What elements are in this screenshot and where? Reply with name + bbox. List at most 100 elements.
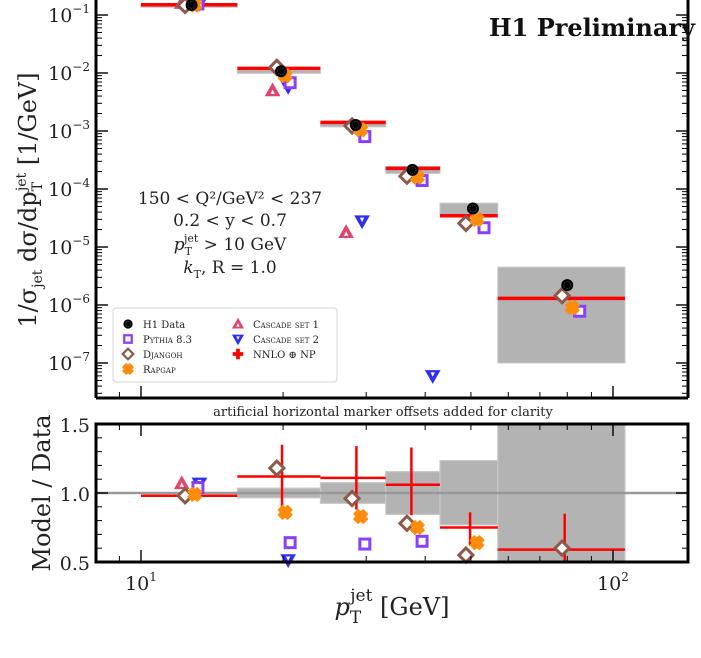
ratio-points: [173, 458, 572, 569]
y-axis-label-main: 1/σjet dσ/dpTjet [1/GeV]: [14, 72, 46, 327]
chart-title: H1 Preliminary: [489, 13, 696, 42]
x-tick-10-exp: 1: [149, 570, 157, 584]
main-ytick-base: 10: [48, 179, 72, 201]
x-tick-100-base: 10: [597, 573, 621, 595]
main-ytick-exp: −6: [72, 292, 90, 306]
ratio-cascade-set-2-point-hole: [285, 556, 291, 561]
x-tick-label-10: 101: [125, 570, 157, 595]
legend-marker-nnlo-np-v: [236, 348, 240, 360]
y-label-suffix: [1/GeV]: [14, 72, 42, 172]
syst-band-bin-6: [497, 266, 626, 364]
pythia-8-3-point: [477, 221, 491, 235]
annotation-pt-rest: > 10 GeV: [198, 235, 287, 255]
main-ytick-label: 10−3: [48, 118, 90, 143]
ratio-rapgap-point: [353, 508, 369, 524]
ratio-rapgap-point: [469, 535, 485, 551]
ratio-djangoh-point: [267, 458, 287, 478]
main-ytick-exp: −4: [72, 176, 90, 190]
ratio-djangoh-point: [456, 545, 476, 565]
main-ytick-base: 10: [48, 121, 72, 143]
main-ytick-base: 10: [48, 63, 72, 85]
legend-marker-cascade-set-2-hole: [236, 336, 240, 340]
annotation-k-sub: T: [194, 268, 202, 281]
h1-data-point-inner: [187, 1, 196, 9]
annotation-y-range: 0.2 < y < 0.7: [173, 211, 287, 231]
rapgap-point: [564, 300, 580, 316]
djangoh-point: [552, 286, 572, 305]
ratio-ytick-label: 1.0: [60, 484, 90, 506]
ratio-ytick-label: 0.5: [60, 553, 90, 575]
main-ytick-label: 10−6: [48, 292, 90, 317]
x-axis-label: pTjet [GeV]: [335, 586, 450, 628]
legend-label-h1-data: H1 Data: [143, 320, 185, 331]
cascade-set-1-point-hole: [270, 89, 275, 94]
ratio-pythia-8-3-point: [358, 537, 372, 551]
y-label-sub2: T: [30, 181, 46, 191]
main-ytick-label: 10−1: [48, 2, 90, 27]
ratio-cascade-set-1-point-hole: [179, 482, 184, 487]
annotation-algorithm: kT, R = 1.0: [183, 258, 276, 281]
legend-label-rapgap: Rapgap: [143, 365, 176, 376]
main-ytick-base: 10: [48, 295, 72, 317]
ratio-pythia-8-3-point: [283, 536, 297, 550]
annotation-k-rest: , R = 1.0: [201, 258, 277, 278]
ratio-rapgap-point: [187, 486, 203, 502]
main-ytick-label: 10−7: [48, 350, 90, 375]
x-tick-10-base: 10: [125, 573, 149, 595]
annotation-pt-sub: T: [185, 245, 193, 258]
annotation-pt-cut: pTjet > 10 GeV: [174, 232, 287, 258]
main-ytick-label: 10−5: [48, 234, 90, 259]
ratio-rapgap-point: [409, 520, 425, 535]
legend-frame: [112, 307, 338, 383]
main-ytick-base: 10: [48, 237, 72, 259]
y-label-sup2: jet: [14, 172, 30, 193]
ratio-axes: 0.5 1.0 1.5: [60, 396, 690, 575]
main-ytick-exp: −2: [72, 60, 90, 74]
y-label-mid: dσ/dp: [14, 191, 42, 269]
main-ytick-base: 10: [48, 353, 72, 375]
legend-label-nnlo-np: NNLO ⊕ NP: [253, 350, 316, 361]
x-tick-label-100: 102: [597, 570, 629, 595]
x-tick-100-exp: 2: [621, 570, 629, 584]
djangoh-point: [456, 214, 476, 233]
legend-label-cascade-set-2: Cascade set 2: [253, 335, 319, 346]
ratio-rapgap-point: [277, 504, 293, 520]
main-ytick-label: 10−4: [48, 176, 90, 201]
cascade-set-1-point-hole: [343, 231, 349, 236]
main-ytick-exp: −1: [72, 2, 90, 16]
legend-label-djangoh: Djangoh: [143, 350, 182, 361]
annotation-q2-range: 150 < Q²/GeV² < 237: [138, 189, 322, 209]
legend-marker-cascade-set-1-hole: [236, 323, 240, 327]
ratio-djangoh-point: [342, 489, 362, 508]
ratio-ytick-label: 1.5: [60, 415, 90, 437]
h1-data-point-inner: [408, 165, 417, 174]
cascade-set-2-point-hole: [359, 217, 365, 223]
main-ytick-exp: −5: [72, 234, 90, 248]
legend-marker-pythia-8-3: [123, 334, 133, 344]
x-label-sub: T: [350, 608, 362, 628]
ratio-djangoh-point: [552, 539, 572, 558]
main-ytick-label: 10−2: [48, 60, 90, 85]
legend-label-pythia-8-3: Pythia 8.3: [143, 335, 192, 346]
main-ytick-exp: −3: [72, 118, 90, 132]
main-ytick-exp: −7: [72, 350, 90, 364]
legend-marker-djangoh: [121, 347, 135, 361]
h1-data-point-inner: [469, 204, 477, 213]
legend: H1 Data Pythia 8.3 Djangoh Rapgap Cascade se…: [112, 307, 338, 383]
y-label-sub: jet: [30, 269, 46, 290]
annotation-pt-sup: jet: [182, 232, 199, 245]
annotation-k: k: [183, 258, 193, 278]
offset-caption: artificial horizontal marker offsets add…: [213, 405, 553, 420]
y-label-prefix: 1/σ: [14, 288, 42, 328]
ratio-pythia-8-3-point: [415, 534, 429, 548]
legend-marker-rapgap: [122, 363, 134, 375]
main-ytick-base: 10: [48, 5, 72, 27]
x-label-unit: [GeV]: [372, 593, 449, 621]
h1-data-point-inner: [563, 281, 572, 290]
h1-data-point-inner: [277, 67, 285, 76]
ratio-djangoh-point: [397, 514, 417, 533]
annotation-pt-p: p: [174, 235, 185, 255]
cascade-set-2-point-hole: [430, 372, 435, 377]
legend-label-cascade-set-1: Cascade set 1: [253, 320, 319, 331]
